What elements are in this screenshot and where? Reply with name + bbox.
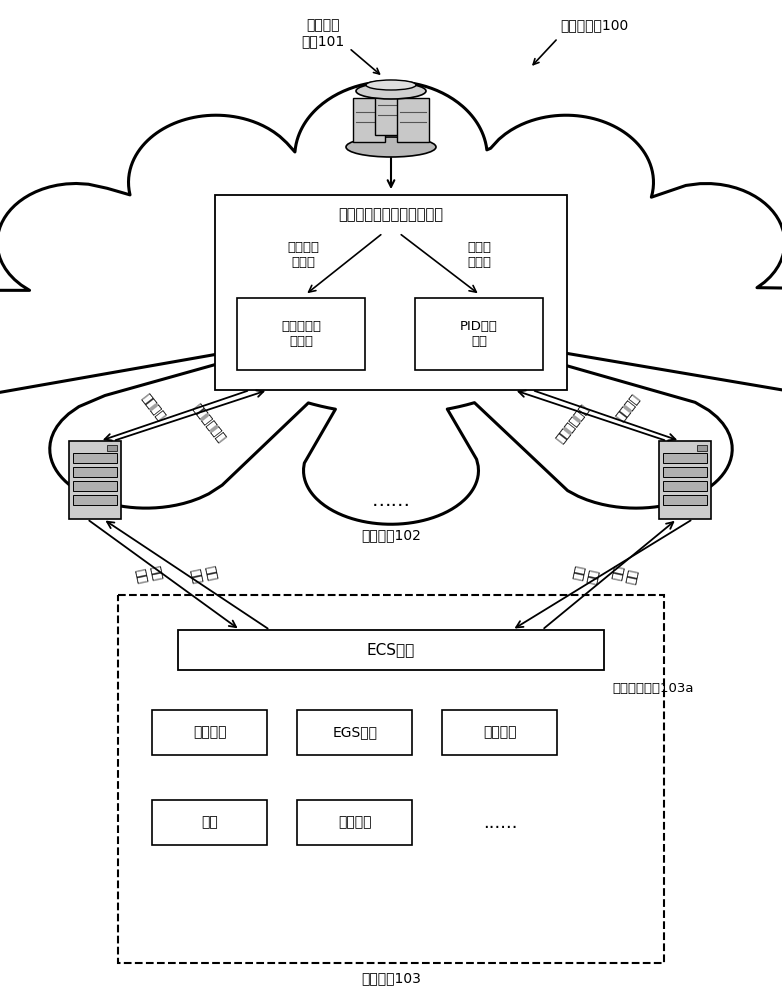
FancyBboxPatch shape [297, 800, 412, 845]
Text: 相对稳
定状态: 相对稳 定状态 [467, 241, 491, 269]
Text: 用户: 用户 [202, 816, 218, 830]
Ellipse shape [540, 390, 732, 508]
Text: 非相对稳
定状态: 非相对稳 定状态 [287, 241, 319, 269]
FancyBboxPatch shape [663, 453, 707, 463]
FancyBboxPatch shape [297, 710, 412, 755]
FancyBboxPatch shape [697, 445, 707, 451]
Text: 分布式系统100: 分布式系统100 [560, 18, 628, 32]
Text: 流控中心
节点101: 流控中心 节点101 [301, 18, 345, 48]
Ellipse shape [128, 115, 303, 250]
FancyBboxPatch shape [237, 298, 365, 370]
FancyBboxPatch shape [663, 495, 707, 505]
Text: 访问
请求: 访问 请求 [187, 564, 217, 585]
Ellipse shape [303, 417, 479, 524]
Ellipse shape [723, 288, 782, 395]
FancyBboxPatch shape [152, 710, 267, 755]
FancyBboxPatch shape [73, 495, 117, 505]
Text: ECS实例: ECS实例 [367, 643, 415, 658]
Polygon shape [0, 81, 782, 524]
FancyBboxPatch shape [107, 445, 117, 451]
Text: 应用对象103: 应用对象103 [361, 971, 421, 985]
Ellipse shape [627, 183, 782, 302]
FancyBboxPatch shape [178, 630, 604, 670]
Text: 目标应用对象103a: 目标应用对象103a [612, 682, 694, 695]
FancyBboxPatch shape [215, 195, 567, 390]
Ellipse shape [0, 183, 155, 302]
Ellipse shape [400, 202, 662, 352]
FancyBboxPatch shape [659, 441, 711, 519]
FancyBboxPatch shape [73, 481, 117, 491]
Text: 访问
请求: 访问 请求 [610, 564, 640, 585]
Text: 流量控制: 流量控制 [138, 392, 167, 423]
Text: 上报流量信息: 上报流量信息 [189, 402, 228, 445]
Text: 程序模块: 程序模块 [339, 816, 371, 830]
Text: 应用程序: 应用程序 [483, 726, 517, 740]
Ellipse shape [479, 115, 654, 250]
Text: ......: ...... [482, 814, 517, 832]
Ellipse shape [356, 83, 426, 99]
Text: PID流控
方案: PID流控 方案 [460, 320, 498, 348]
Ellipse shape [0, 288, 59, 395]
Text: 基于流量状态切换流控方案: 基于流量状态切换流控方案 [339, 208, 443, 223]
Text: 上报流量信息: 上报流量信息 [554, 402, 591, 445]
FancyBboxPatch shape [443, 710, 558, 755]
FancyBboxPatch shape [663, 467, 707, 477]
FancyBboxPatch shape [353, 98, 385, 142]
Ellipse shape [50, 390, 242, 508]
Text: 动态配额流
控方案: 动态配额流 控方案 [281, 320, 321, 348]
FancyBboxPatch shape [118, 595, 664, 963]
FancyBboxPatch shape [69, 441, 121, 519]
Ellipse shape [366, 80, 416, 90]
Text: ……: …… [371, 490, 411, 510]
FancyBboxPatch shape [663, 481, 707, 491]
Text: EGS实例: EGS实例 [332, 726, 378, 740]
Ellipse shape [346, 137, 436, 157]
Ellipse shape [216, 226, 566, 414]
FancyBboxPatch shape [375, 91, 407, 135]
Text: 服务节点102: 服务节点102 [361, 528, 421, 542]
FancyBboxPatch shape [73, 453, 117, 463]
FancyBboxPatch shape [415, 298, 543, 370]
Text: 提供
服务: 提供 服务 [132, 564, 163, 585]
FancyBboxPatch shape [73, 467, 117, 477]
Text: 流量控制: 流量控制 [614, 392, 642, 423]
FancyBboxPatch shape [152, 800, 267, 845]
Ellipse shape [295, 81, 487, 232]
Ellipse shape [120, 202, 382, 352]
FancyBboxPatch shape [397, 98, 429, 142]
Text: 服务系统: 服务系统 [193, 726, 227, 740]
Text: 提供
服务: 提供 服务 [571, 564, 602, 585]
